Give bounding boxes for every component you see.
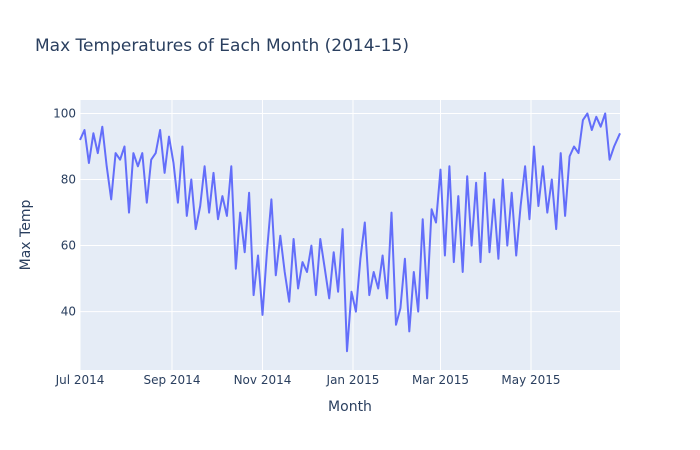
x-tick-label: Nov 2014 [234,373,292,387]
x-tick-labels: Jul 2014 Sep 2014 Nov 2014 Jan 2015 Mar 2015… [55,373,561,387]
x-tick-label: May 2015 [501,373,560,387]
x-tick-label: Jan 2015 [326,373,380,387]
series-line [79,112,621,353]
y-axis-title: Max Temp [18,200,34,271]
x-tick-label: Mar 2015 [412,373,469,387]
series-layer [79,112,621,353]
y-tick-label: 60 [61,239,76,253]
x-axis-title: Month [328,399,372,415]
y-tick-label: 80 [61,173,76,187]
chart-title: Max Temperatures of Each Month (2014-15) [35,36,409,56]
y-tick-label: 40 [61,305,76,319]
x-tick-label: Jul 2014 [55,373,105,387]
y-tick-label: 100 [53,107,76,121]
y-tick-labels: 40 60 80 100 [53,107,76,319]
y-gridlines [80,113,620,313]
x-tick-label: Sep 2014 [143,373,200,387]
x-gridlines [79,100,532,370]
